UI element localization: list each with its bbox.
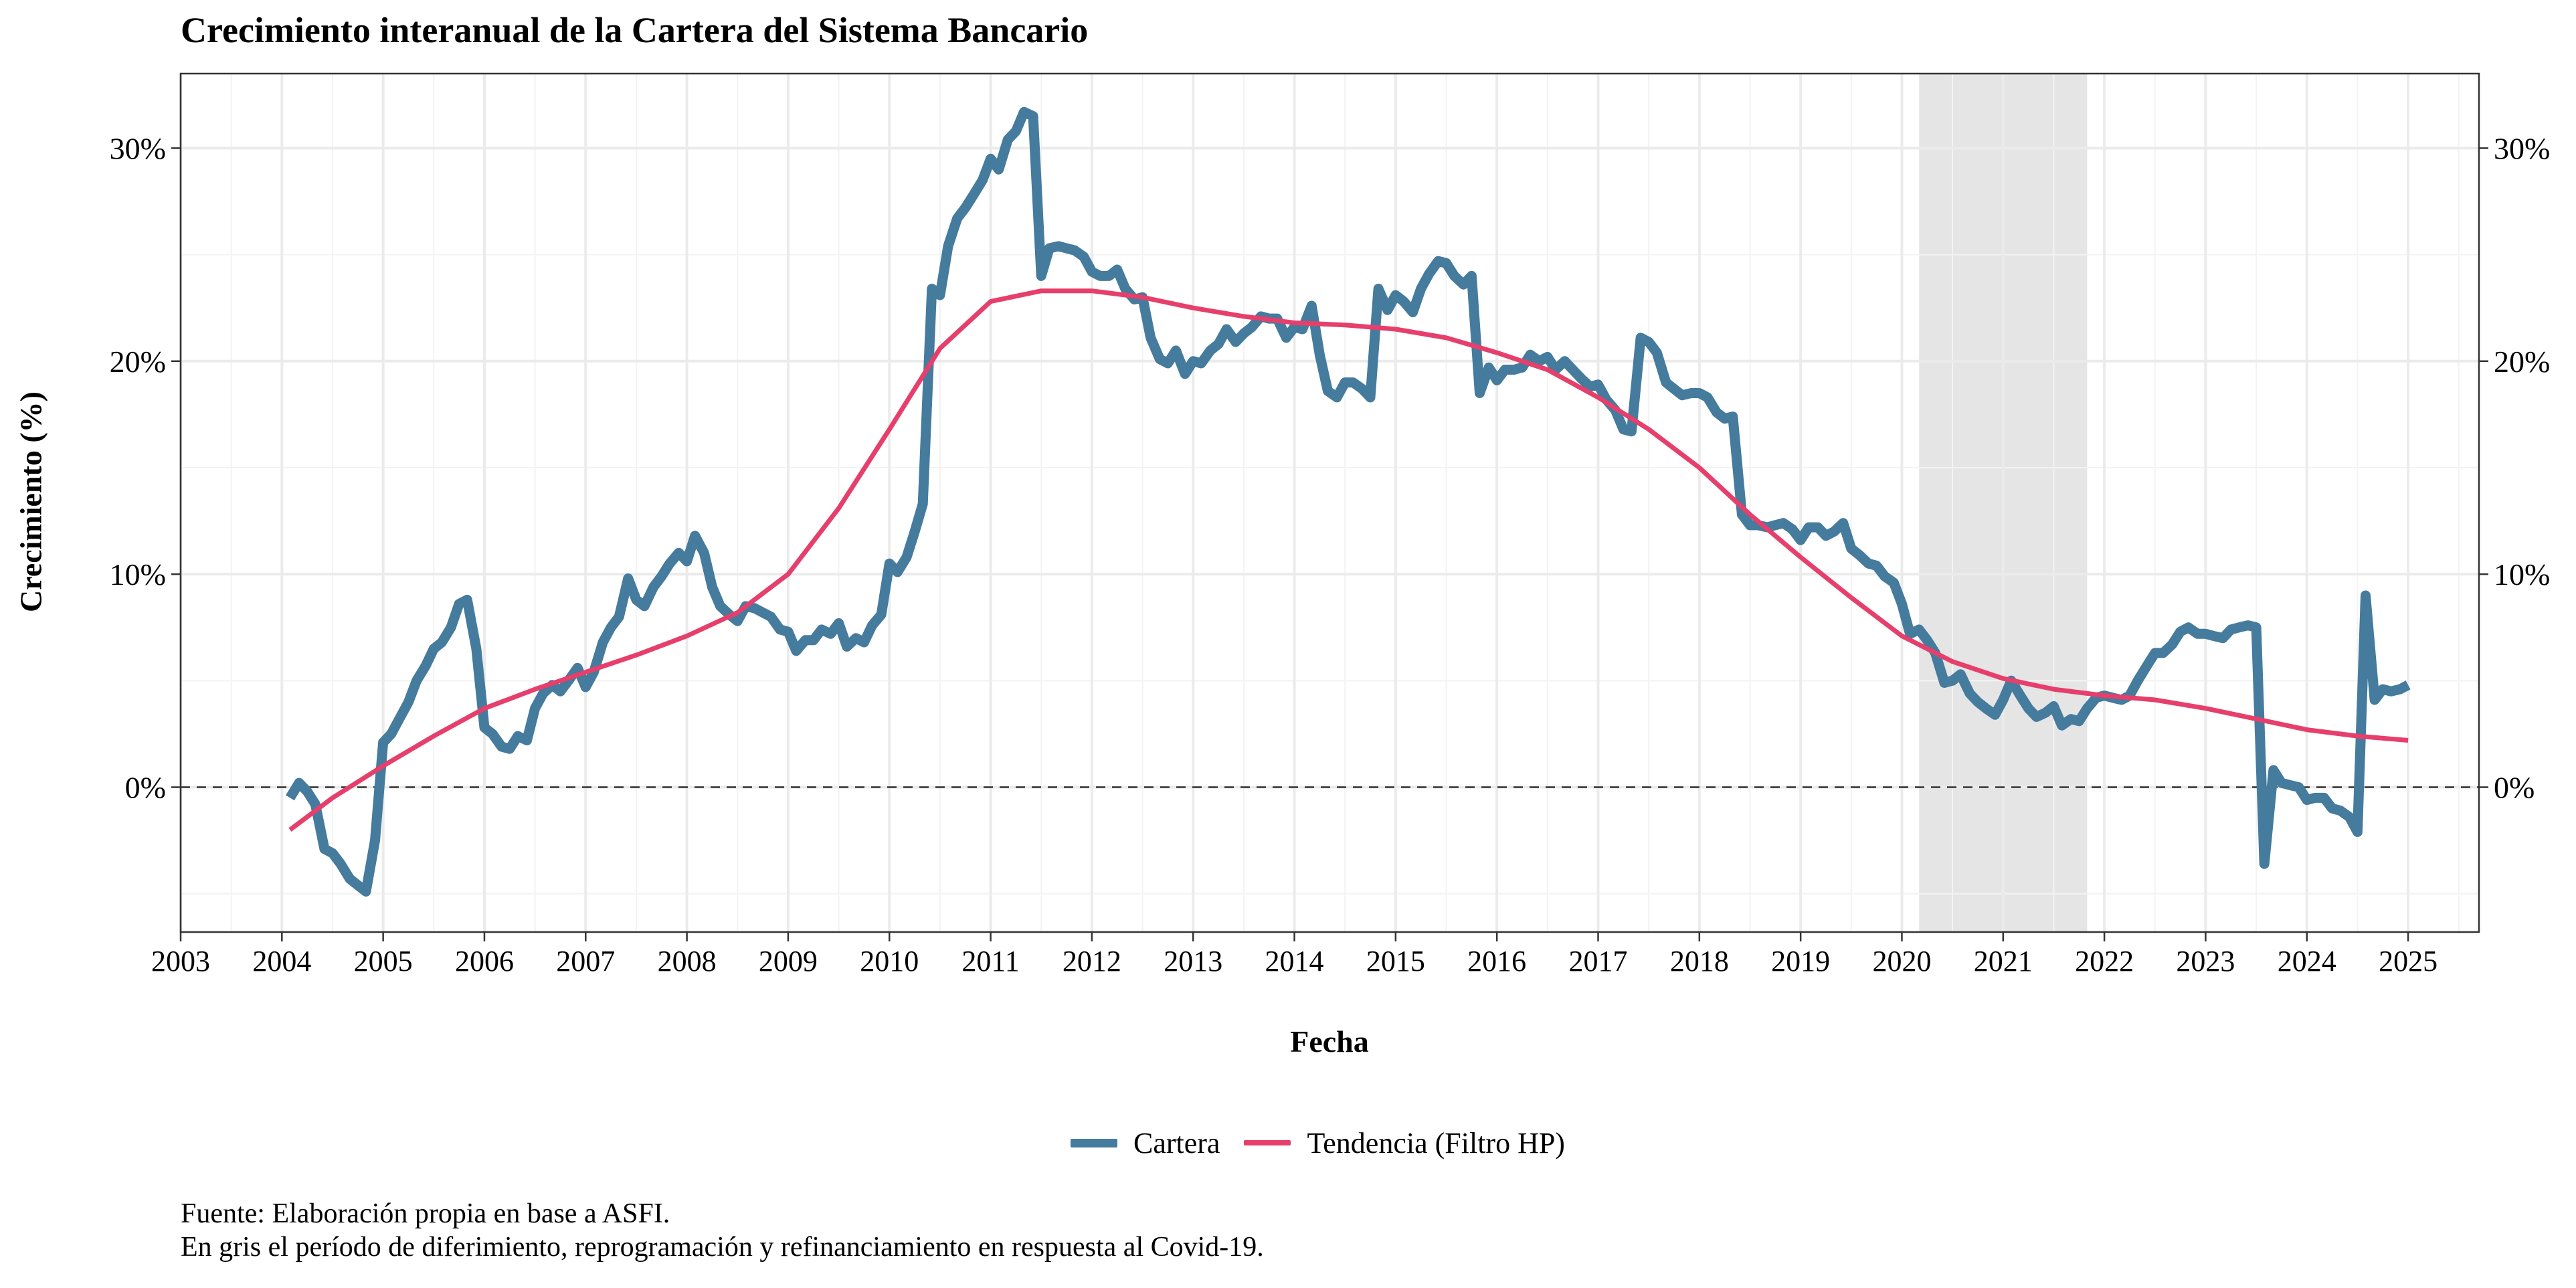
caption-source: Fuente: Elaboración propia en base a ASF… — [181, 1198, 670, 1229]
y-tick-label-right: 0% — [2494, 771, 2535, 805]
axis-ticks — [171, 147, 2488, 941]
y-tick-label-left: 30% — [110, 131, 166, 165]
x-tick-label: 2024 — [2278, 945, 2336, 978]
x-tick-label: 2008 — [658, 945, 717, 978]
x-tick-label: 2017 — [1569, 945, 1628, 978]
x-tick-label: 2007 — [556, 945, 615, 978]
x-tick-label: 2015 — [1366, 945, 1425, 978]
x-tick-label: 2019 — [1771, 945, 1830, 978]
minor-gridlines — [181, 74, 2479, 932]
x-tick-label: 2021 — [1974, 945, 2033, 978]
x-tick-label: 2009 — [759, 945, 818, 978]
x-tick-label: 2003 — [151, 945, 210, 978]
plot-border — [179, 72, 2480, 933]
x-tick-label: 2006 — [455, 945, 514, 978]
x-tick-label: 2023 — [2176, 945, 2235, 978]
legend-key-cartera — [1071, 1138, 1117, 1147]
x-tick-label: 2005 — [354, 945, 413, 978]
x-tick-label: 2020 — [1872, 945, 1931, 978]
major-gridlines — [179, 74, 2479, 932]
tendencia-hp-line — [288, 288, 2409, 832]
legend-key-tendencia — [1244, 1140, 1291, 1145]
x-axis-label: Fecha — [1290, 1024, 1369, 1059]
x-tick-label: 2012 — [1063, 945, 1121, 978]
y-tick-label-right: 20% — [2494, 345, 2550, 379]
x-tick-label: 2018 — [1670, 945, 1729, 978]
y-axis-label: Crecimiento (%) — [13, 391, 48, 612]
x-tick-label: 2013 — [1164, 945, 1222, 978]
x-tick-label: 2016 — [1467, 945, 1526, 978]
y-tick-label-right: 10% — [2494, 557, 2550, 591]
legend-label-tendencia: Tendencia (Filtro HP) — [1307, 1126, 1565, 1160]
y-tick-label-right: 30% — [2494, 131, 2550, 165]
cartera-line — [285, 106, 2411, 897]
y-tick-label-left: 0% — [125, 771, 166, 805]
caption-note: En gris el período de diferimiento, repr… — [181, 1232, 1264, 1263]
x-tick-label: 2011 — [961, 945, 1019, 978]
x-tick-label: 2014 — [1265, 945, 1324, 978]
x-tick-label: 2025 — [2379, 945, 2437, 978]
tick-labels: 2003 2004 2005 2006 2007 2008 2009 2010 2011 2012… — [110, 131, 2551, 978]
x-tick-label: 2022 — [2075, 945, 2134, 978]
x-tick-label: 2010 — [860, 945, 919, 978]
chart-title: Crecimiento interanual de la Cartera del… — [181, 10, 1089, 50]
legend-label-cartera: Cartera — [1133, 1126, 1220, 1160]
y-tick-label-left: 20% — [110, 345, 166, 379]
y-tick-label-left: 10% — [110, 557, 166, 591]
legend: Cartera Tendencia (Filtro HP) — [1071, 1124, 1565, 1162]
x-tick-label: 2004 — [252, 945, 311, 978]
